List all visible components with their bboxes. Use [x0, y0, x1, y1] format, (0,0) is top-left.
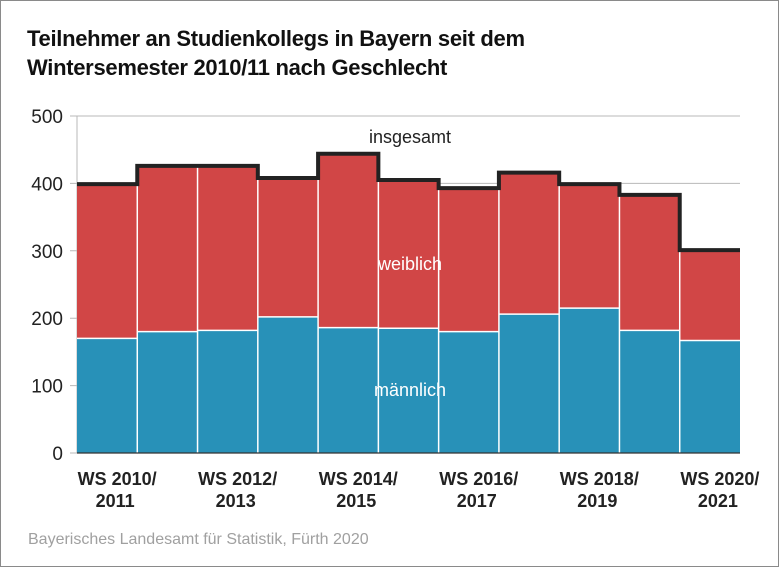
bar-maennlich: [257, 316, 319, 453]
x-tick-label-line2: 2013: [216, 491, 256, 511]
bar-maennlich: [378, 328, 439, 453]
x-tick-label-line1: WS 2012/: [198, 469, 277, 489]
x-tick-label-line2: 2017: [457, 491, 497, 511]
bar-weiblich: [197, 165, 258, 331]
label-maennlich: männlich: [374, 380, 446, 400]
bar-weiblich: [438, 188, 499, 332]
y-tick-label: 200: [31, 309, 63, 330]
bar-weiblich: [498, 172, 560, 315]
bar-maennlich: [498, 314, 560, 453]
bar-maennlich: [679, 340, 740, 453]
y-tick-label: 100: [31, 377, 63, 398]
bar-maennlich: [318, 327, 379, 453]
bar-maennlich: [77, 338, 138, 453]
x-tick-label-line2: 2015: [336, 491, 376, 511]
x-tick-label-line1: WS 2014/: [319, 469, 398, 489]
label-insgesamt: insgesamt: [369, 127, 451, 147]
bar-maennlich: [619, 330, 680, 453]
bar-weiblich: [137, 165, 198, 332]
x-tick-label-line1: WS 2016/: [439, 469, 518, 489]
bar-weiblich: [77, 184, 138, 339]
x-tick-label-line2: 2011: [96, 491, 135, 511]
title-line-1: Teilnehmer an Studienkollegs in Bayern s…: [27, 26, 525, 51]
bar-weiblich: [559, 184, 620, 309]
bar-weiblich: [619, 194, 680, 331]
y-tick-label: 0: [52, 444, 63, 465]
y-tick-label: 500: [31, 107, 63, 128]
label-weiblich: weiblich: [377, 254, 442, 274]
chart-title: Teilnehmer an Studienkollegs in Bayern s…: [27, 24, 525, 82]
x-tick-label-line1: WS 2010/: [78, 469, 157, 489]
bar-weiblich: [378, 180, 439, 329]
y-tick-label: 300: [31, 242, 63, 263]
total-line-insgesamt: [77, 151, 740, 253]
bar-maennlich: [438, 331, 499, 453]
bar-maennlich: [197, 330, 258, 453]
x-tick-label-line1: WS 2020/: [680, 469, 759, 489]
x-tick-label-line1: WS 2018/: [560, 469, 639, 489]
bar-maennlich: [559, 308, 620, 453]
source-note: Bayerisches Landesamt für Statistik, Für…: [28, 531, 369, 548]
title-line-2: Wintersemester 2010/11 nach Geschlecht: [27, 55, 448, 80]
bar-weiblich: [679, 250, 740, 341]
x-tick-label-line2: 2021: [698, 491, 738, 511]
bar-weiblich: [318, 153, 379, 328]
bar-maennlich: [137, 331, 198, 453]
y-tick-label: 400: [31, 174, 63, 195]
bar-weiblich: [257, 178, 319, 317]
x-tick-label-line2: 2019: [577, 491, 617, 511]
